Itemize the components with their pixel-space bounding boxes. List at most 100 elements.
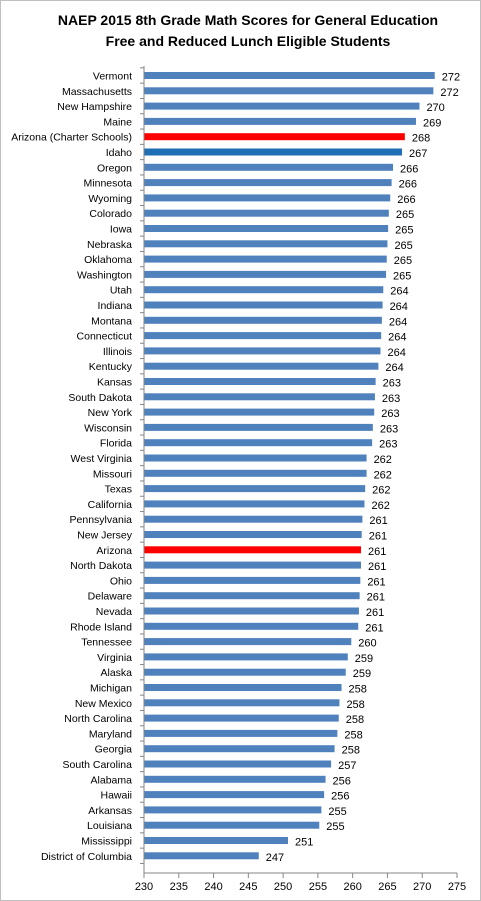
bar <box>144 760 332 768</box>
category-label: Alaska <box>100 667 132 679</box>
data-label: 265 <box>394 255 412 267</box>
bars-group: Vermont 272 Massachusetts 272 New Hampshire 2… <box>11 67 460 864</box>
data-label: 266 <box>397 194 415 206</box>
category-label: Arkansas <box>88 805 132 817</box>
category-label: Mississippi <box>81 836 132 848</box>
category-label: Florida <box>100 438 132 450</box>
category-label: North Carolina <box>64 713 132 725</box>
data-label: 266 <box>400 163 418 175</box>
category-label: South Carolina <box>63 759 133 771</box>
data-label: 261 <box>365 622 383 634</box>
bar <box>144 668 346 676</box>
bar <box>144 561 362 569</box>
data-label: 264 <box>389 316 407 328</box>
bar <box>144 500 365 508</box>
bar <box>144 622 359 630</box>
x-tick-label: 230 <box>135 881 153 893</box>
x-tick-label: 235 <box>170 881 188 893</box>
data-label: 262 <box>372 485 390 497</box>
data-label: 258 <box>346 699 364 711</box>
bar <box>144 347 381 355</box>
category-label: Georgia <box>95 744 133 756</box>
category-label: Minnesota <box>84 178 133 190</box>
data-label: 264 <box>390 301 408 313</box>
data-label: 264 <box>388 332 406 344</box>
category-label: Massachusetts <box>62 86 132 98</box>
category-label: Indiana <box>98 300 133 312</box>
data-label: 262 <box>374 454 392 466</box>
data-label: 265 <box>394 240 412 252</box>
category-label: Virginia <box>97 652 132 664</box>
data-label: 263 <box>380 423 398 435</box>
category-label: California <box>88 499 133 511</box>
bar <box>144 699 340 707</box>
data-label: 261 <box>369 515 387 527</box>
bar <box>144 638 352 646</box>
bar <box>144 225 389 232</box>
data-label: 259 <box>355 653 373 665</box>
category-label: Utah <box>110 285 132 297</box>
data-label: 261 <box>367 592 385 604</box>
bar <box>144 255 387 263</box>
data-label: 255 <box>326 821 344 833</box>
data-label: 263 <box>379 439 397 451</box>
data-label: 270 <box>426 102 444 114</box>
bar <box>144 469 367 477</box>
data-label: 264 <box>385 362 403 374</box>
category-label: West Virginia <box>71 453 133 465</box>
bar <box>144 485 366 493</box>
data-label: 261 <box>367 576 385 588</box>
bar <box>144 163 394 171</box>
data-label: 263 <box>382 393 400 405</box>
data-label: 257 <box>338 760 356 772</box>
data-label: 258 <box>346 714 364 726</box>
category-label: Wyoming <box>88 193 132 205</box>
category-label: Nebraska <box>87 239 132 251</box>
bar <box>144 362 379 370</box>
bar <box>144 286 384 294</box>
bar <box>144 117 416 125</box>
data-label: 263 <box>381 408 399 420</box>
data-label: 267 <box>409 148 427 160</box>
x-tick-label: 275 <box>448 881 466 893</box>
data-label: 261 <box>368 561 386 573</box>
bar <box>144 592 360 600</box>
bar <box>144 240 388 248</box>
category-label: Tennessee <box>81 637 132 649</box>
category-label: Louisiana <box>87 820 132 832</box>
data-label: 261 <box>368 546 386 558</box>
x-tick-label: 270 <box>413 881 431 893</box>
data-label: 264 <box>387 347 405 359</box>
category-label: Arizona <box>96 545 132 557</box>
category-label: New York <box>88 407 133 419</box>
data-label: 259 <box>353 668 371 680</box>
bar <box>144 194 391 202</box>
bar <box>144 423 373 431</box>
data-label: 255 <box>328 806 346 818</box>
bar <box>144 531 362 538</box>
data-label: 262 <box>374 469 392 481</box>
category-label: Kansas <box>97 377 132 389</box>
category-label: Pennsylvania <box>70 514 133 526</box>
category-label: New Hampshire <box>57 101 132 113</box>
data-label: 265 <box>395 225 413 237</box>
category-label: Rhode Island <box>70 621 132 633</box>
category-label: Montana <box>91 315 132 327</box>
bar <box>144 454 367 462</box>
chart-title: NAEP 2015 8th Grade Math Scores for Gene… <box>58 12 438 28</box>
category-label: Michigan <box>90 683 132 695</box>
data-label: 263 <box>383 378 401 390</box>
category-label: Oregon <box>97 162 132 174</box>
bar <box>144 775 326 783</box>
category-label: Texas <box>105 484 132 496</box>
category-label: Colorado <box>89 208 132 220</box>
x-tick-label: 250 <box>274 881 292 893</box>
data-label: 260 <box>358 638 376 650</box>
x-tick-label: 255 <box>309 881 327 893</box>
category-label: Maine <box>103 116 132 128</box>
category-label: Iowa <box>110 224 132 236</box>
bar <box>144 546 362 554</box>
bar <box>144 837 288 844</box>
data-label: 256 <box>331 791 349 803</box>
